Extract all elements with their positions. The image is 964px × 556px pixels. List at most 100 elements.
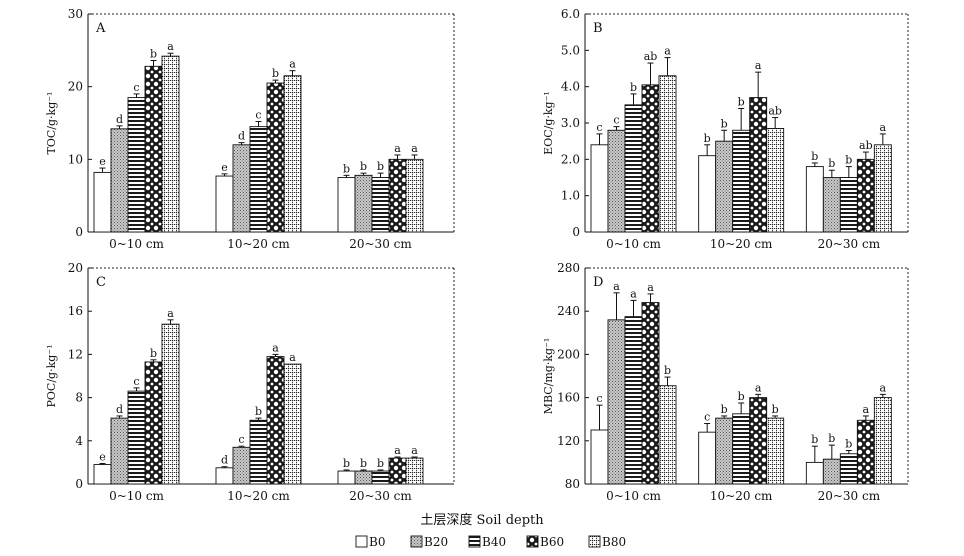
significance-letter: c	[133, 375, 139, 388]
bar-b40	[624, 316, 643, 485]
significance-letter: b	[272, 67, 279, 80]
significance-letter: b	[630, 81, 637, 94]
legend-label: B80	[602, 535, 626, 549]
bar-b20	[354, 174, 373, 233]
y-axis-title: POC/g·kg⁻¹	[45, 344, 58, 407]
bar-b80	[405, 158, 424, 233]
bar-b0	[93, 464, 112, 485]
bar-b80	[405, 457, 424, 485]
panel-letter: C	[96, 275, 106, 290]
significance-letter: a	[394, 444, 401, 457]
y-tick-label: 8	[75, 391, 83, 405]
legend-item-b60: B60	[526, 535, 564, 549]
y-tick-label: 5.0	[561, 43, 580, 57]
bar-b80	[873, 397, 892, 485]
y-tick-label: 80	[565, 477, 580, 491]
significance-letter: e	[99, 155, 106, 168]
significance-letter: ab	[768, 105, 782, 118]
bar-b20	[715, 140, 734, 233]
x-tick-label: 10~20 cm	[710, 237, 773, 251]
significance-letter: a	[289, 58, 296, 71]
significance-letter: b	[704, 132, 711, 145]
legend-label: B20	[424, 535, 448, 549]
bar-b80	[161, 55, 180, 233]
significance-letter: d	[116, 403, 123, 416]
significance-letter: b	[811, 150, 818, 163]
bar-b40	[839, 177, 858, 233]
x-tick-label: 20~30 cm	[818, 489, 881, 503]
significance-letter: a	[880, 381, 887, 394]
legend-swatch	[410, 535, 423, 548]
bar-b20	[607, 319, 626, 485]
significance-letter: a	[863, 403, 870, 416]
significance-letter: c	[596, 121, 602, 134]
bar-b80	[283, 363, 302, 485]
y-tick-label: 0	[75, 225, 83, 239]
significance-letter: b	[150, 48, 157, 61]
significance-letter: b	[377, 160, 384, 173]
legend: B0 B20 B40 B60 B80	[355, 535, 626, 549]
bar-b40	[732, 413, 751, 485]
significance-letter: b	[377, 457, 384, 470]
significance-letter: a	[272, 341, 279, 354]
significance-letter: a	[613, 280, 620, 293]
legend-label: B0	[369, 535, 385, 549]
legend-swatch	[588, 535, 601, 548]
bar-b20	[232, 144, 251, 233]
y-tick-label: 280	[557, 261, 580, 275]
significance-letter: a	[394, 142, 401, 155]
bar-b80	[283, 75, 302, 233]
bar-b40	[624, 104, 643, 233]
bar-b40	[732, 129, 751, 233]
x-tick-label: 20~30 cm	[349, 237, 412, 251]
bar-b80	[766, 127, 785, 233]
significance-letter: a	[630, 287, 637, 300]
significance-letter: c	[704, 411, 710, 424]
significance-letter: b	[738, 390, 745, 403]
x-tick-label: 10~20 cm	[227, 489, 290, 503]
significance-letter: a	[647, 281, 654, 294]
bar-b0	[698, 431, 717, 485]
significance-letter: a	[880, 121, 887, 134]
bar-b80	[658, 385, 677, 485]
bar-b40	[249, 126, 268, 233]
legend-label: B40	[482, 535, 506, 549]
panel-letter: B	[593, 21, 603, 36]
bar-b0	[337, 470, 356, 485]
significance-letter: b	[343, 162, 350, 175]
significance-letter: b	[150, 347, 157, 360]
bar-b0	[805, 166, 824, 233]
bar-b0	[93, 171, 112, 233]
bar-b60	[266, 82, 285, 233]
significance-letter: ab	[644, 50, 658, 63]
significance-letter: d	[116, 113, 123, 126]
significance-letter: a	[411, 142, 418, 155]
x-tick-label: 20~30 cm	[818, 237, 881, 251]
y-tick-label: 30	[68, 7, 83, 21]
significance-letter: b	[664, 364, 671, 377]
y-tick-label: 1.0	[561, 189, 580, 203]
bar-b0	[337, 177, 356, 233]
significance-letter: b	[738, 95, 745, 108]
bar-b0	[590, 429, 609, 485]
bar-b60	[749, 97, 768, 233]
significance-letter: b	[845, 438, 852, 451]
bar-b60	[749, 397, 768, 485]
y-tick-label: 160	[557, 391, 580, 405]
legend-swatch	[468, 535, 481, 548]
significance-letter: c	[255, 109, 261, 122]
significance-letter: c	[238, 433, 244, 446]
y-tick-label: 10	[68, 152, 83, 166]
bar-b20	[822, 458, 841, 485]
x-tick-label: 10~20 cm	[710, 489, 773, 503]
significance-letter: b	[343, 457, 350, 470]
bar-b40	[127, 390, 146, 485]
bar-b60	[641, 84, 660, 233]
significance-letter: b	[811, 433, 818, 446]
bar-b60	[856, 158, 875, 233]
bar-b40	[839, 453, 858, 485]
significance-letter: d	[221, 454, 228, 467]
bar-b20	[110, 128, 129, 233]
significance-letter: ab	[859, 139, 873, 152]
